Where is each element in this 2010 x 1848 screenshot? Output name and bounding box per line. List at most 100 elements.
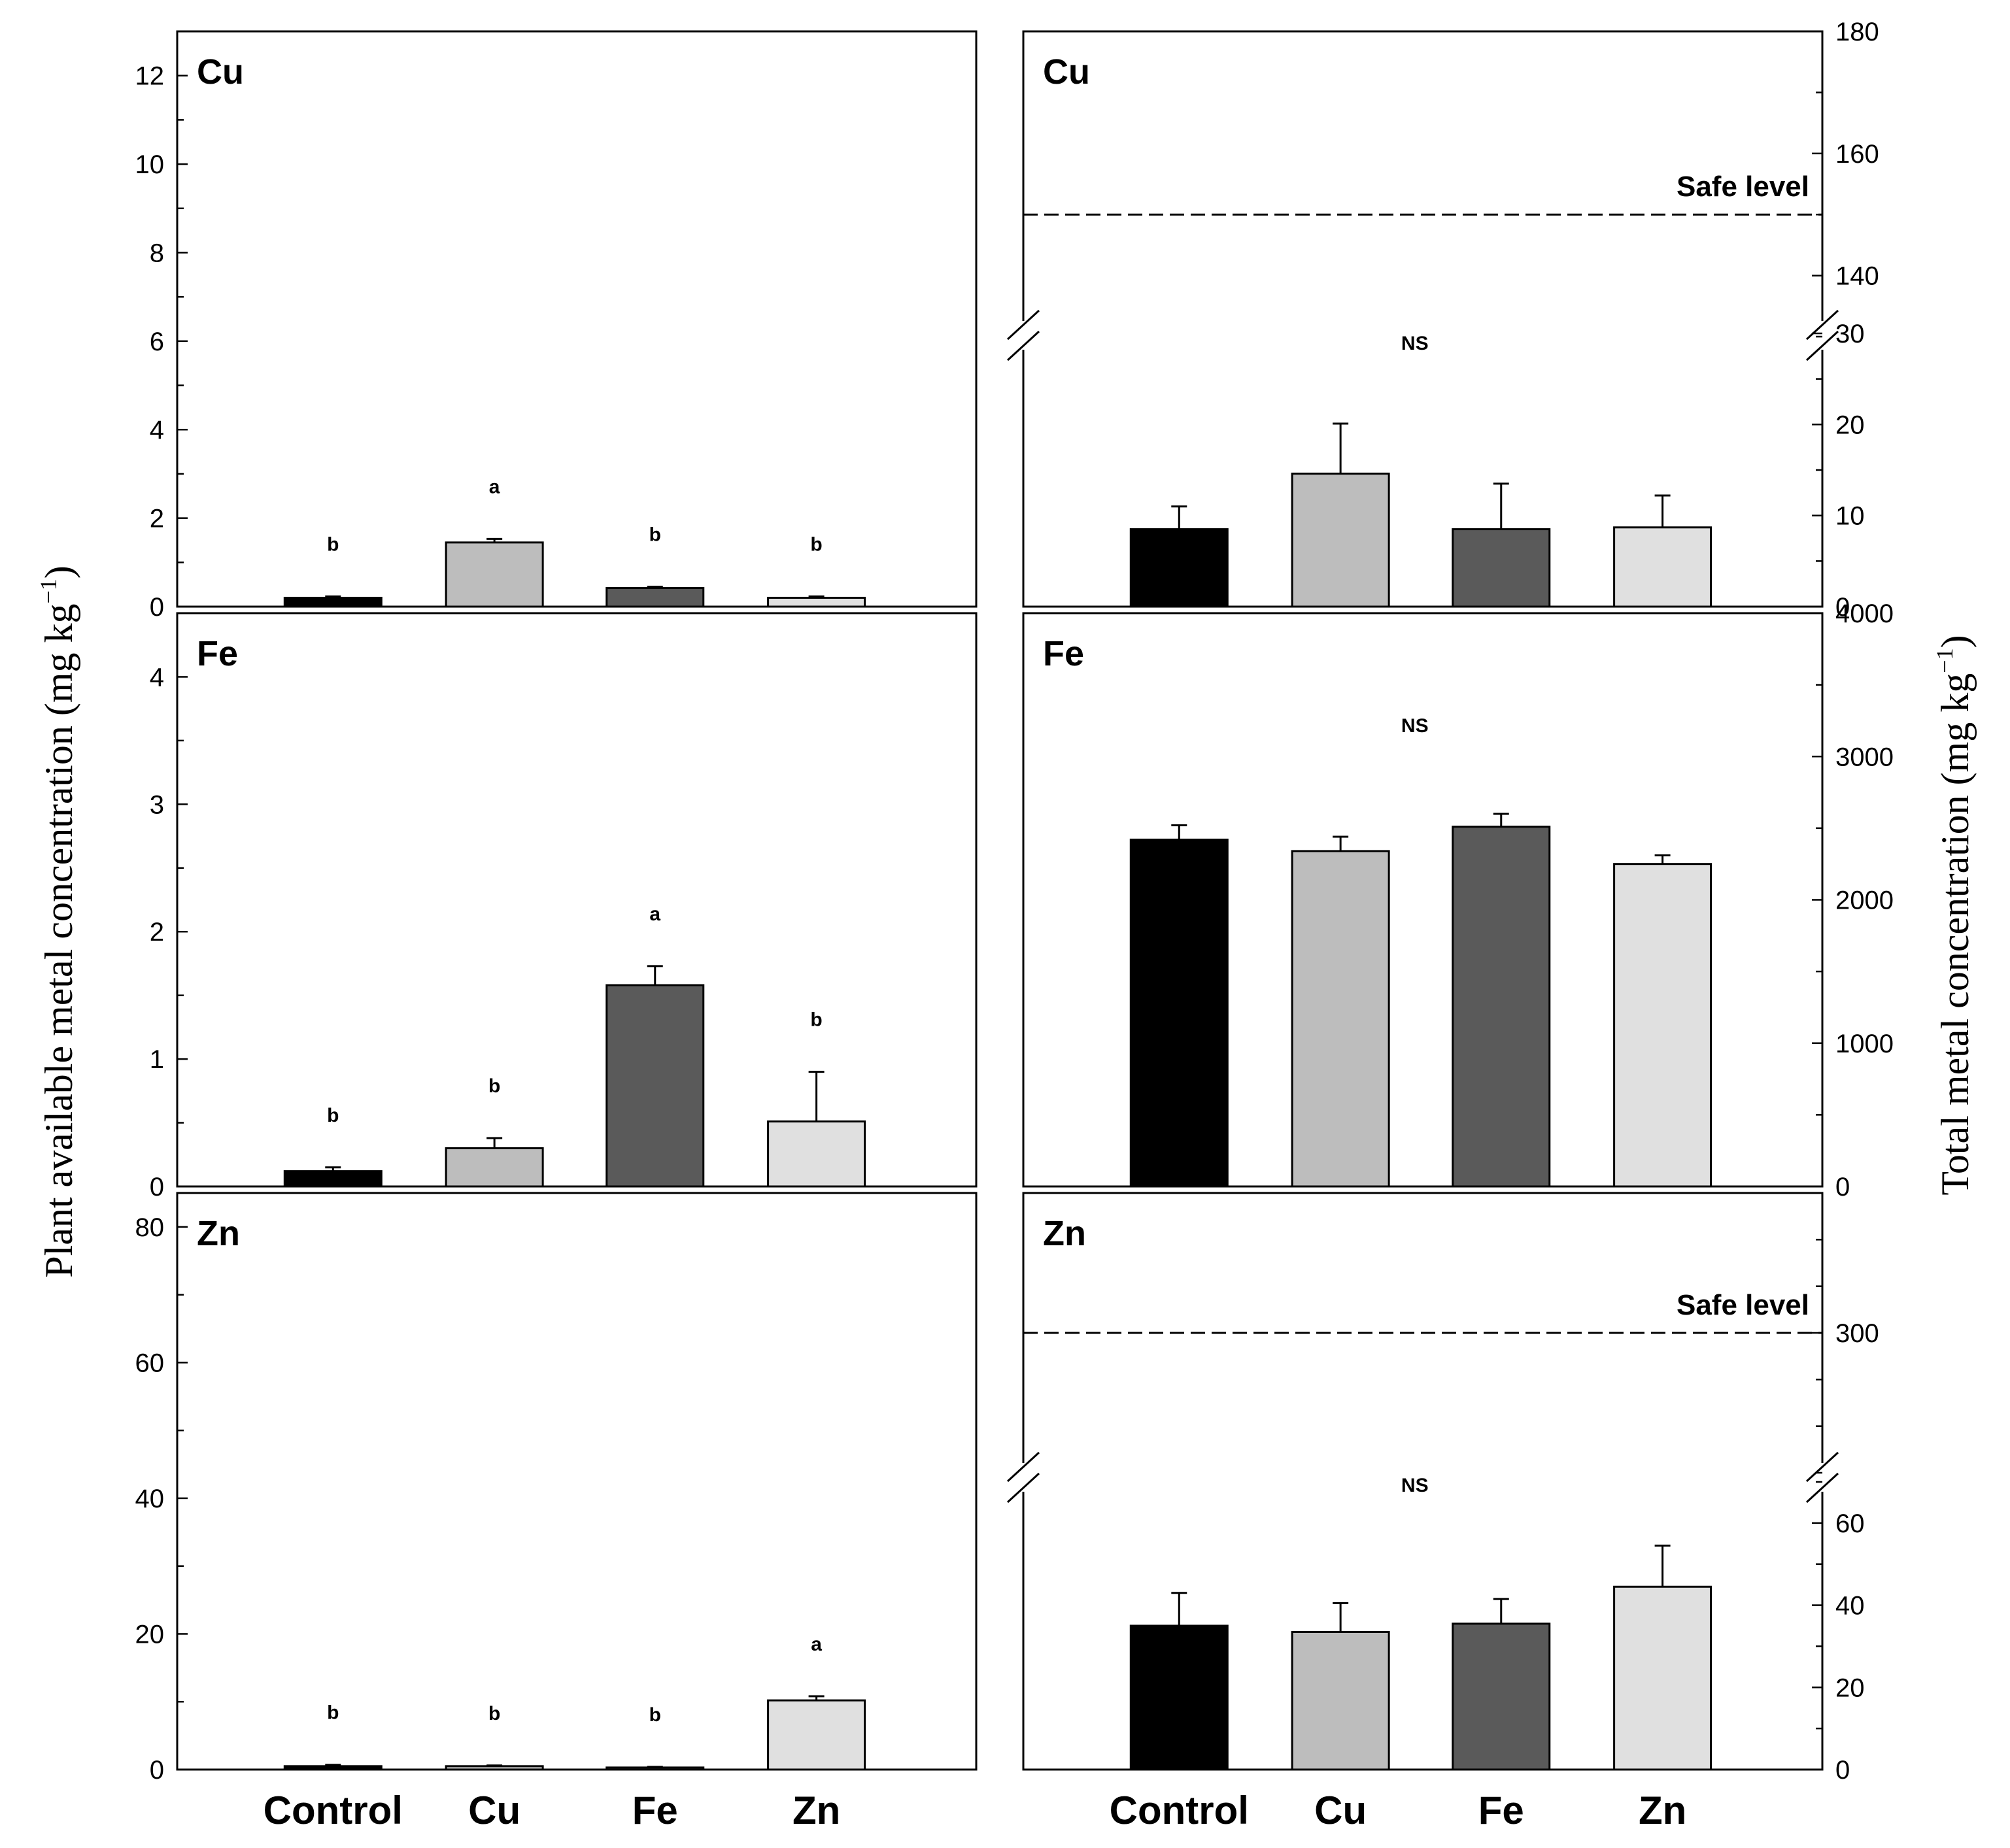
y-tick-label: 20 — [135, 1620, 165, 1649]
bar-cu — [445, 1147, 544, 1188]
left-y-axis-title-close: ) — [37, 565, 80, 579]
y-tick-label: 1 — [150, 1045, 164, 1074]
y-tick-label: 0 — [150, 1173, 164, 1201]
panel-left-cu: 0 2 4 6 8 10 12 Cu b a b b — [135, 30, 978, 622]
significance-letter: b — [810, 1009, 822, 1031]
y-tick-label: 2 — [150, 505, 164, 533]
plot-frame — [176, 612, 978, 1188]
significance-letter: a — [649, 903, 660, 925]
x-category-label: Fe — [632, 1789, 678, 1832]
safe-level-label: Safe level — [1677, 1289, 1809, 1321]
significance-ns: NS — [1401, 715, 1429, 737]
panel-title: Cu — [197, 52, 244, 92]
y-tick-label: 80 — [135, 1213, 165, 1242]
significance-ns: NS — [1401, 1475, 1429, 1496]
bar-zn — [1613, 863, 1712, 1188]
y-tick-label: 60 — [1835, 1509, 1865, 1538]
y-tick-label: 2000 — [1835, 886, 1894, 915]
y-tick-label: 3 — [150, 790, 164, 819]
significance-letter: b — [327, 1702, 339, 1724]
axis-break-mark — [1805, 309, 1839, 341]
bar-control — [1129, 838, 1229, 1188]
panel-title: Zn — [1043, 1214, 1086, 1253]
y-tick-label: 40 — [135, 1485, 165, 1513]
safe-level-label: Safe level — [1677, 171, 1809, 203]
y-tick-label: 60 — [135, 1349, 165, 1377]
significance-letter: b — [488, 1703, 500, 1724]
x-category-label: Control — [1110, 1789, 1249, 1832]
panel-left-zn: 0 20 40 60 80 Zn b b b a Control Cu Fe Zn — [135, 1192, 978, 1832]
right-y-axis-title-main: Total metal concentration (mg kg — [1933, 673, 1977, 1196]
bar-cu — [1291, 473, 1390, 608]
y-tick-label: 10 — [1835, 502, 1865, 531]
axis-break-gap-right — [1818, 321, 1826, 350]
x-category-label: Cu — [468, 1789, 520, 1832]
y-tick-label: 0 — [150, 593, 164, 622]
bar-zn — [1613, 1585, 1712, 1771]
bar-control — [1129, 528, 1229, 608]
y-tick-label: 2 — [150, 918, 164, 947]
plot-frame — [1022, 30, 1824, 608]
axis-break-mark — [1006, 1472, 1040, 1504]
panel-title: Fe — [1043, 634, 1084, 673]
significance-letter: b — [649, 1704, 661, 1726]
y-tick-label: 6 — [150, 328, 164, 356]
plot-frame — [176, 1192, 978, 1771]
y-tick-label: 180 — [1835, 18, 1879, 46]
y-tick-label: 1000 — [1835, 1030, 1894, 1058]
y-tick-label: 30 — [1835, 320, 1865, 348]
bar-cu — [445, 541, 544, 608]
y-tick-label: 8 — [150, 239, 164, 267]
panel-title: Fe — [197, 634, 238, 673]
axis-break-mark — [1805, 1472, 1839, 1504]
axis-break-mark — [1006, 309, 1040, 341]
axis-break-gap-left — [1019, 1463, 1027, 1492]
panel-right-fe: 0 1000 2000 3000 4000 Fe NS — [1022, 599, 1894, 1201]
y-tick-label: 0 — [1835, 593, 1850, 622]
bar-fe — [1452, 826, 1551, 1188]
axis-break-mark — [1805, 330, 1839, 361]
bar-control — [283, 1765, 383, 1771]
bar-zn — [767, 1120, 866, 1188]
y-tick-label: 140 — [1835, 262, 1879, 291]
right-y-axis-title-close: ) — [1933, 635, 1977, 648]
y-tick-label: 3000 — [1835, 743, 1894, 771]
significance-letter: b — [327, 533, 339, 555]
panel-title: Zn — [197, 1214, 240, 1253]
bar-cu — [1291, 850, 1390, 1188]
bar-fe — [1452, 528, 1551, 608]
x-category-label: Zn — [1639, 1789, 1686, 1832]
bar-fe — [605, 1766, 705, 1771]
axis-break-gap-left — [1019, 321, 1027, 350]
axis-break-mark — [1006, 1451, 1040, 1483]
right-y-axis-title-exp: −1 — [1932, 648, 1958, 673]
significance-letter: b — [810, 533, 822, 555]
axis-break-mark — [1006, 330, 1040, 361]
axis-break-mark — [1805, 1451, 1839, 1483]
y-tick-label: 300 — [1835, 1319, 1879, 1348]
y-tick-label: 12 — [135, 62, 165, 91]
significance-letter: a — [811, 1634, 822, 1655]
bar-cu — [1291, 1630, 1390, 1771]
bar-fe — [605, 984, 705, 1188]
left-y-axis-title: Plant available metal concentration (mg … — [35, 565, 80, 1278]
right-y-axis-title: Total metal concentration (mg kg−1) — [1932, 635, 1977, 1195]
x-category-label: Zn — [792, 1789, 840, 1832]
y-tick-label: 4 — [150, 416, 164, 445]
bar-zn — [767, 1699, 866, 1771]
bar-zn — [767, 596, 866, 608]
y-tick-label: 0 — [150, 1756, 164, 1785]
significance-letter: b — [488, 1075, 500, 1097]
x-category-label: Cu — [1314, 1789, 1367, 1832]
y-tick-label: 0 — [1835, 1173, 1850, 1201]
panel-left-fe: 0 1 2 3 4 Fe b b a b — [150, 612, 978, 1201]
panel-title: Cu — [1043, 52, 1090, 92]
plot-frame — [176, 30, 978, 608]
x-category-label: Fe — [1478, 1789, 1524, 1832]
bar-zn — [1613, 526, 1712, 608]
y-tick-label: 40 — [1835, 1592, 1865, 1621]
significance-letter: b — [327, 1105, 339, 1126]
y-tick-label: 20 — [1835, 411, 1865, 439]
